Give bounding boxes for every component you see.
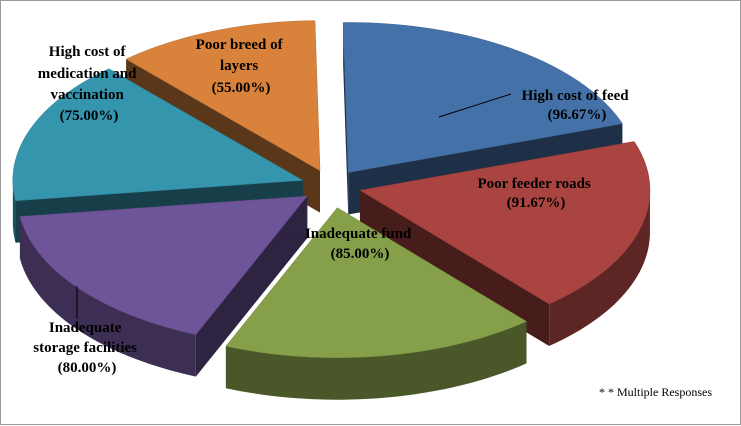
slice-top-poor-breed-of-layers (125, 20, 321, 172)
slice-wall-high-cost-of-feed (343, 22, 349, 215)
label-poor-feeder-roads: Poor feeder roads (91.67%) (477, 176, 594, 211)
label-high-cost-of-feed: High cost of feed (96.67%) (522, 88, 633, 123)
pie-slices (12, 20, 651, 400)
slice-side-high-cost-of-medication-and-vaccination (12, 178, 16, 243)
slice-top-high-cost-of-medication-and-vaccination (12, 68, 304, 202)
slice-side-poor-feeder-roads (549, 189, 650, 346)
slice-labels: High cost of feed (96.67%) Poor feeder r… (33, 37, 633, 376)
slice-top-poor-feeder-roads (359, 141, 651, 305)
slice-top-inadequate-fund (225, 207, 528, 358)
slice-top-high-cost-of-feed (342, 22, 623, 173)
slice-inadequate-storage-facilities (19, 195, 308, 377)
label-inadequate-fund: Inadequate fund (85.00%) (305, 226, 415, 262)
slice-inadequate-fund (225, 207, 528, 400)
label-high-cost-of-medication: High cost of medication and vaccination … (38, 44, 141, 124)
slice-top-inadequate-storage-facilities (19, 195, 308, 335)
slice-side-inadequate-storage-facilities (19, 216, 196, 377)
leader-line-high-cost-of-feed (438, 93, 512, 118)
slice-wall-inadequate-storage-facilities (195, 196, 308, 377)
label-inadequate-storage-facilities: Inadequate storage facilities (80.00%) (33, 320, 140, 376)
footnote-multiple-responses: * * Multiple Responses (599, 385, 712, 399)
slice-side-inadequate-fund (225, 321, 527, 400)
label-poor-breed-of-layers: Poor breed of layers (55.00%) (196, 37, 287, 96)
